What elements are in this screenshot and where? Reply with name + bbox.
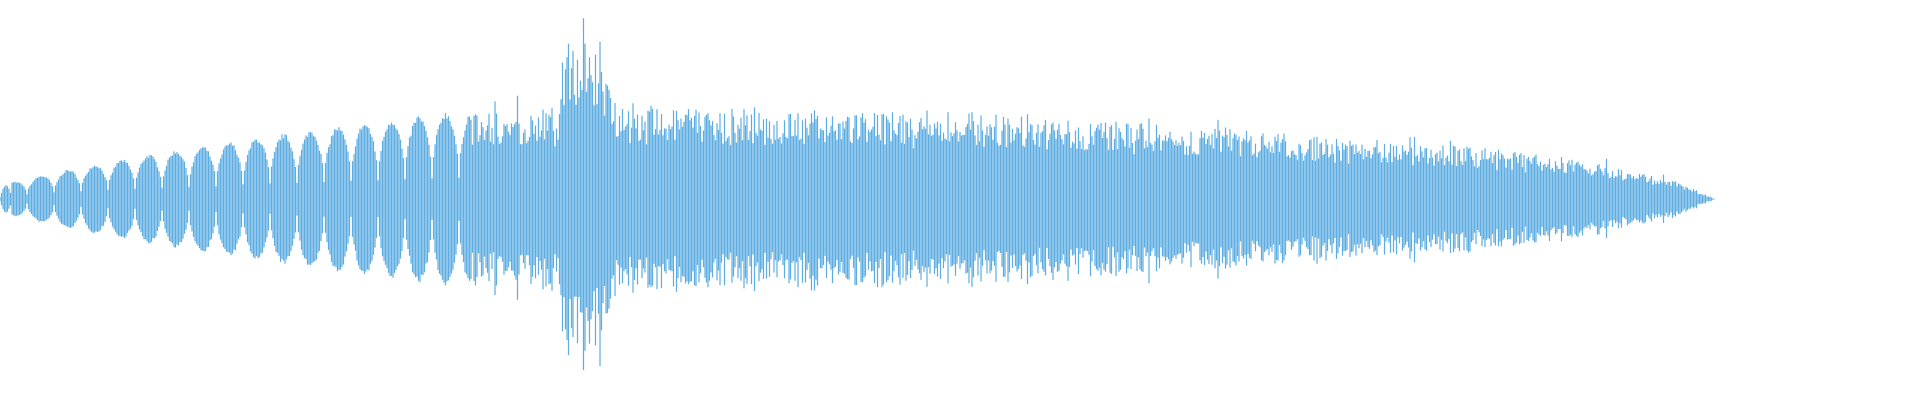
waveform-trace xyxy=(0,18,1716,371)
